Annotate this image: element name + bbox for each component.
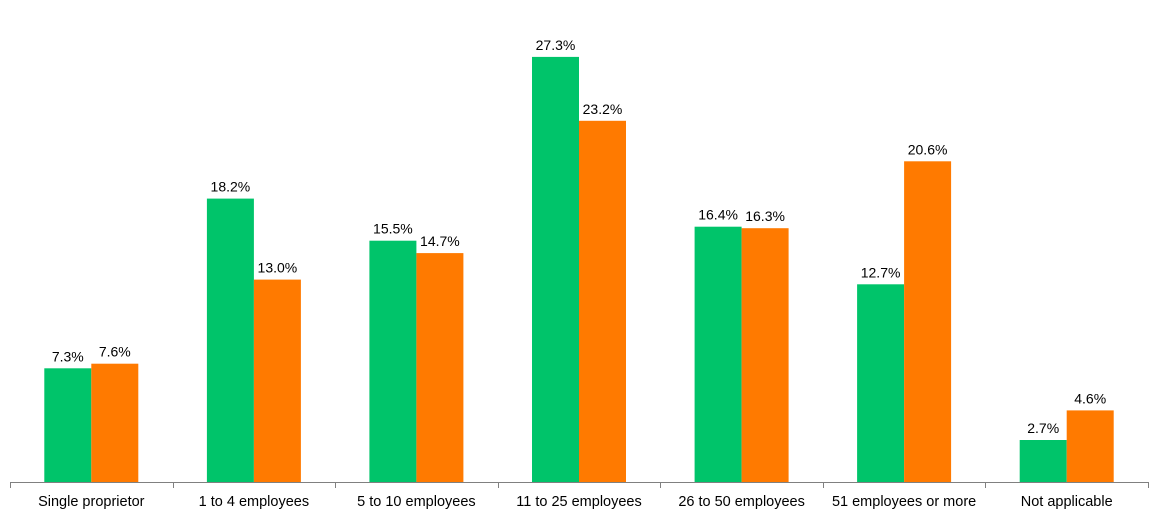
data-label-green-1: 18.2% [211, 179, 251, 195]
category-label-1: 1 to 4 employees [199, 494, 309, 510]
data-label-orange-4: 16.3% [745, 208, 785, 224]
bars-layer [44, 56, 1114, 483]
bar-orange-0 [91, 363, 139, 482]
x-axis: Single proprietor 1 to 4 employees 5 to 10… [10, 482, 1149, 510]
data-label-orange-1: 13.0% [258, 260, 298, 276]
bar-green-2 [369, 240, 417, 482]
data-label-green-5: 12.7% [861, 264, 901, 280]
bar-green-6 [1019, 440, 1067, 482]
category-label-0: Single proprietor [38, 494, 145, 510]
data-label-green-6: 2.7% [1027, 420, 1059, 436]
data-labels-layer: 7.3% 7.6% 18.2% 13.0% 15.5% 14.7% 27.3% 23.2% 16… [52, 37, 1106, 436]
bar-orange-2 [416, 253, 464, 482]
bar-green-0 [44, 368, 92, 482]
category-label-4: 26 to 50 employees [678, 494, 805, 510]
data-label-orange-3: 23.2% [583, 101, 623, 117]
bar-green-3 [532, 56, 579, 483]
bar-green-4 [694, 226, 742, 482]
bar-orange-4 [741, 228, 789, 482]
data-label-green-3: 27.3% [536, 37, 576, 53]
bar-orange-3 [579, 120, 626, 483]
category-label-6: Not applicable [1021, 494, 1113, 510]
data-label-orange-0: 7.6% [99, 344, 131, 360]
data-label-green-0: 7.3% [52, 348, 84, 364]
bar-green-5 [857, 284, 905, 482]
bar-orange-5 [904, 161, 952, 483]
data-label-orange-6: 4.6% [1074, 390, 1106, 406]
bar-orange-1 [253, 279, 301, 482]
data-label-green-2: 15.5% [373, 221, 413, 237]
bar-orange-6 [1066, 410, 1114, 482]
category-label-2: 5 to 10 employees [357, 494, 476, 510]
data-label-orange-2: 14.7% [420, 233, 460, 249]
bar-green-1 [206, 198, 254, 482]
category-label-3: 11 to 25 employees [516, 494, 641, 510]
data-label-orange-5: 20.6% [908, 141, 948, 157]
category-label-5: 51 employees or more [832, 494, 976, 510]
data-label-green-4: 16.4% [698, 207, 738, 223]
